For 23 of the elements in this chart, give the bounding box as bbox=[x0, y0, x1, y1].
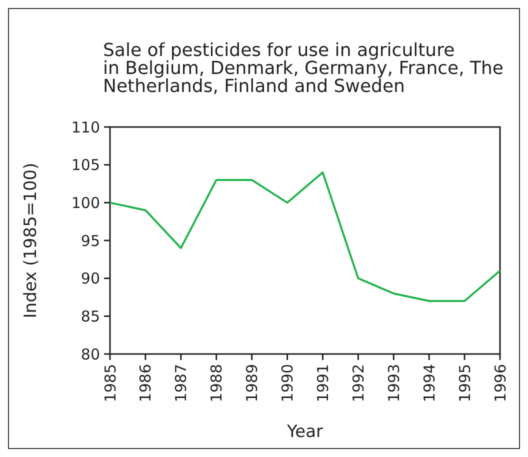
y-tick-label: 95 bbox=[80, 232, 100, 250]
x-tick-label: 1990 bbox=[278, 364, 297, 402]
chart-title: Sale of pesticides for use in agriculture in Belgium, Denmark, Germany, France, The Netherlands, Finland and Sweden bbox=[103, 40, 504, 97]
x-tick-label: 1985 bbox=[101, 364, 120, 402]
x-tick-label: 1994 bbox=[420, 364, 438, 402]
x-tick-label: 1992 bbox=[349, 364, 368, 402]
x-tick-label: 1989 bbox=[243, 364, 262, 402]
x-tick-label: 1986 bbox=[136, 364, 155, 402]
x-tick-label: 1993 bbox=[384, 364, 403, 402]
line-series bbox=[109, 171, 501, 302]
y-tick-label: 90 bbox=[80, 270, 100, 288]
x-tick-label: 1991 bbox=[314, 364, 332, 402]
x-tick-label: 1988 bbox=[208, 364, 226, 402]
y-axis-title: Index (1985=100) bbox=[21, 162, 41, 318]
y-tick-label: 80 bbox=[80, 345, 100, 364]
y-tick-label: 100 bbox=[71, 194, 100, 212]
x-tick-label: 1996 bbox=[491, 364, 510, 402]
y-tick-label: 110 bbox=[71, 118, 100, 136]
y-tick-label: 105 bbox=[71, 156, 100, 174]
y-tick-label: 85 bbox=[80, 307, 100, 326]
x-axis-title: Year bbox=[286, 422, 324, 442]
x-tick-label: 1995 bbox=[456, 364, 474, 402]
x-tick-label: 1987 bbox=[172, 364, 190, 402]
